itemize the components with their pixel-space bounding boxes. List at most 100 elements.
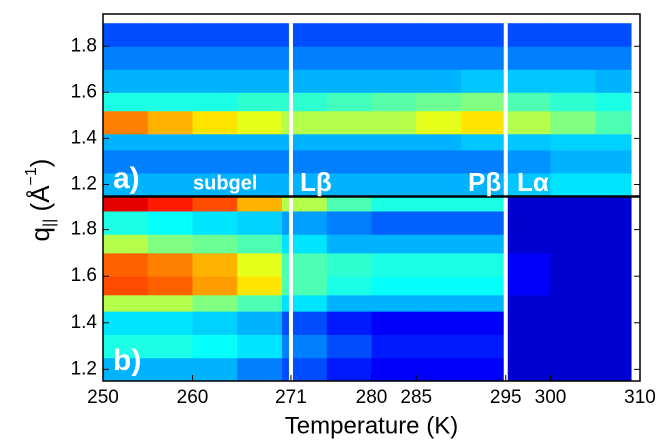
heatmap-cell: [416, 311, 462, 335]
heatmap-cell: [505, 294, 551, 312]
heatmap-cell: [326, 92, 372, 112]
heatmap-cell: [416, 23, 462, 47]
heatmap-cell: [416, 197, 462, 212]
heatmap-cell: [147, 46, 193, 70]
heatmap-cell: [550, 69, 596, 93]
heatmap-cell: [595, 234, 632, 254]
heatmap-cell: [192, 276, 238, 296]
heatmap-cell: [326, 276, 372, 296]
heatmap-cell: [505, 276, 551, 296]
x-tick-label: 295: [490, 387, 522, 408]
heatmap-cell: [416, 357, 462, 382]
heatmap-cell: [326, 149, 372, 174]
heatmap-cell: [103, 133, 149, 151]
heatmap-cell: [595, 311, 632, 335]
heatmap-cell: [237, 110, 283, 135]
heatmap-cell: [237, 234, 283, 254]
annotation: a): [113, 162, 140, 195]
heatmap-cell: [192, 110, 238, 135]
heatmap-cell: [461, 334, 507, 359]
heatmap-cell: [550, 357, 596, 382]
y-tick-label: 1.6: [71, 81, 97, 102]
heatmap-cell: [282, 69, 328, 93]
heatmap-cell: [282, 197, 328, 212]
heatmap-cell: [595, 110, 632, 135]
y-axis-label-part: −1: [23, 167, 40, 185]
heatmap-cell: [505, 23, 551, 47]
heatmap-cell: [237, 276, 283, 296]
heatmap-cell: [550, 210, 596, 235]
heatmap-cell: [595, 357, 632, 382]
heatmap-cell: [103, 252, 149, 277]
heatmap-cell: [147, 92, 193, 112]
heatmap-cell: [371, 23, 417, 47]
heatmap-cell: [103, 172, 149, 197]
heatmap-cell: [103, 46, 149, 70]
axes-frame: [102, 13, 641, 197]
heatmap-cell: [326, 210, 372, 235]
heatmap-cell: [505, 210, 551, 235]
heatmap-cell: [147, 23, 193, 47]
heatmap-cell: [371, 197, 417, 212]
heatmap-cell: [550, 46, 596, 70]
heatmap-cell: [282, 92, 328, 112]
heatmap-cell: [282, 46, 328, 70]
heatmap-cell: [192, 46, 238, 70]
heatmap-cell: [416, 133, 462, 151]
heatmap-cell: [505, 172, 551, 197]
heatmap-cell: [371, 334, 417, 359]
y-axis-label-part: ||: [41, 219, 58, 227]
x-tick-label: 271: [275, 387, 307, 408]
heatmap-cell: [326, 311, 372, 335]
heatmap-cell: [237, 92, 283, 112]
heatmap-cell: [282, 252, 328, 277]
heatmap-cell: [461, 46, 507, 70]
heatmap-cell: [416, 46, 462, 70]
heatmap-cell: [237, 69, 283, 93]
heatmap-cell: [550, 23, 596, 47]
heatmap-cell: [505, 252, 551, 277]
heatmap-cell: [282, 110, 328, 135]
heatmap-cell: [192, 252, 238, 277]
heatmap-cell: [282, 23, 328, 47]
heatmap-cell: [416, 149, 462, 174]
y-axis-label-part: q: [25, 227, 55, 241]
heatmap-cell: [371, 46, 417, 70]
heatmap-cell: [461, 311, 507, 335]
heatmap-cell: [550, 234, 596, 254]
heatmap-cell: [103, 210, 149, 235]
heatmap-cell: [192, 92, 238, 112]
heatmap-cell: [595, 133, 632, 151]
heatmap-cell: [550, 276, 596, 296]
heatmap-cell: [461, 357, 507, 382]
heatmap-cell: [147, 334, 193, 359]
heatmap-cell: [192, 197, 238, 212]
heatmap-cell: [505, 197, 551, 212]
y-axis-label: q|| (Å−1): [23, 159, 58, 242]
y-axis-label-part: (Å: [25, 185, 55, 219]
heatmap-cell: [505, 357, 551, 382]
heatmap-cell: [282, 172, 328, 197]
heatmap-cell: [371, 252, 417, 277]
heatmap-cell: [147, 294, 193, 312]
heatmap-cell: [237, 334, 283, 359]
heatmap-cell: [147, 311, 193, 335]
heatmap-cell: [595, 69, 632, 93]
heatmap-cell: [192, 69, 238, 93]
heatmap-cell: [326, 69, 372, 93]
heatmap-cell: [371, 210, 417, 235]
heatmap-cell: [192, 133, 238, 151]
heatmap-cell: [595, 276, 632, 296]
heatmap-cell: [416, 252, 462, 277]
heatmap-cell: [147, 133, 193, 151]
heatmap-cell: [461, 69, 507, 93]
heatmap-cell: [550, 133, 596, 151]
heatmap-cell: [416, 172, 462, 197]
heatmap-cell: [416, 69, 462, 93]
y-tick-label: 1.4: [71, 312, 98, 333]
heatmap-cell: [103, 311, 149, 335]
heatmap-cell: [192, 294, 238, 312]
heatmap-cell: [461, 172, 507, 197]
x-axis-label: Temperature (K): [285, 412, 458, 439]
